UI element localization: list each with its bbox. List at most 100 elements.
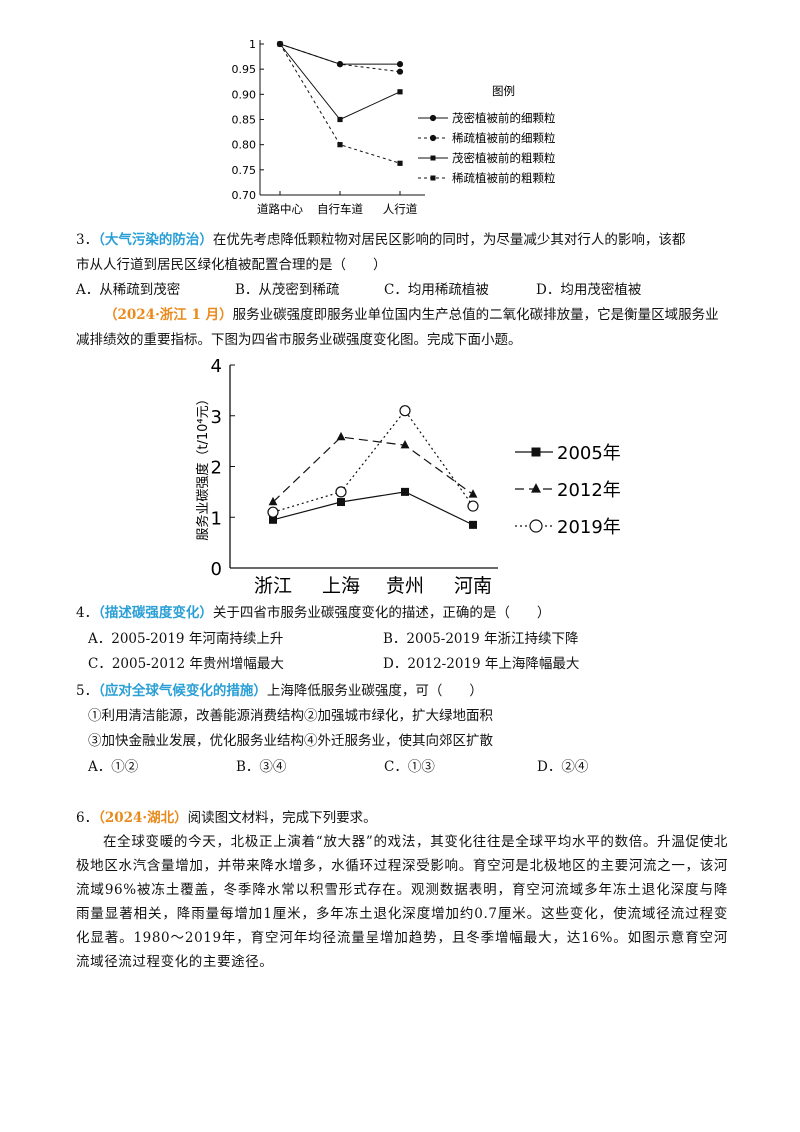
question-5-line: 5．（应对全球气候变化的措施）上海降低服务业碳强度，可（ ）	[76, 681, 483, 701]
data-point	[335, 486, 347, 498]
legend-label: 稀疏植被前的粗颗粒	[452, 171, 556, 185]
data-point	[397, 89, 403, 95]
intro-line1: （2024·浙江 1 月）服务业碳强度即服务业单位国内生产总值的二氧化碳排放量，…	[104, 305, 719, 325]
question-stem: 上海降低服务业碳强度，可（ ）	[266, 683, 483, 699]
data-point	[267, 506, 279, 518]
data-point	[531, 483, 541, 493]
option-d[interactable]: D．②④	[537, 759, 589, 775]
reading-material: 在全球变暖的今天，北极正上演着“放大器”的戏法，其变化往往是全球平均水平的数倍。…	[76, 830, 728, 974]
data-point	[337, 116, 343, 123]
y-tick-label: 4	[211, 356, 222, 377]
option-a[interactable]: A．①②	[88, 759, 139, 775]
data-point	[469, 520, 477, 529]
legend-label: 2012年	[557, 480, 621, 501]
chart1-y-axis: 0.70 0.75 0.80 0.85 0.90 0.95 1	[232, 38, 264, 202]
data-point	[337, 498, 345, 507]
series-line	[272, 436, 474, 503]
option-d[interactable]: D．均用茂密植被	[536, 282, 642, 298]
data-point	[336, 431, 346, 441]
chart1-series	[276, 40, 404, 166]
data-point	[467, 500, 479, 512]
legend-label: 茂密植被前的粗颗粒	[452, 151, 556, 165]
data-point	[268, 496, 278, 506]
question-stem: 在优先考虑降低颗粒物对居民区影响的同时，为尽量减少其对行人的影响，该都	[212, 232, 686, 248]
particle-line-chart: 0.70 0.75 0.80 0.85 0.90 0.95 1 道路中心 自行车道 人行道 图例…	[232, 38, 556, 216]
question-tag: （描述碳强度变化）	[98, 605, 213, 621]
data-point	[336, 61, 344, 68]
option-a[interactable]: A．2005-2019 年河南持续上升	[88, 631, 284, 647]
question-4-line: 4．（描述碳强度变化）关于四省市服务业碳强度变化的描述，正确的是（ ）	[76, 603, 550, 623]
x-tick-label: 河南	[454, 575, 492, 595]
legend-title: 图例	[492, 84, 515, 98]
question-stem: 关于四省市服务业碳强度变化的描述，正确的是（ ）	[212, 605, 551, 621]
chart1-x-axis: 道路中心 自行车道 人行道	[257, 191, 425, 216]
legend-label: 稀疏植被前的细颗粒	[452, 131, 556, 145]
data-point	[430, 155, 436, 161]
question-tag: （大气污染的防治）	[98, 232, 213, 248]
y-tick-label: 1	[211, 508, 222, 529]
legend-label: 2005年	[557, 443, 621, 464]
intro-text: 服务业碳强度即服务业单位国内生产总值的二氧化碳排放量，它是衡量区域服务业	[232, 307, 719, 323]
question-stem: 阅读图文材料，完成下列要求。	[187, 810, 377, 826]
reading-paragraph: 在全球变暖的今天，北极正上演着“放大器”的戏法，其变化往往是全球平均水平的数倍。…	[76, 834, 728, 970]
chart2-legend: 2005年 2012年 2019年	[515, 443, 621, 538]
y-tick-label: 1	[249, 38, 256, 51]
data-point	[277, 41, 283, 47]
data-point	[429, 134, 437, 142]
data-point	[468, 489, 478, 498]
option-c[interactable]: C．均用稀疏植被	[384, 282, 489, 298]
data-point	[396, 68, 404, 75]
option-d[interactable]: D．2012-2019 年上海降幅最大	[383, 656, 580, 672]
question-number: 5．	[76, 683, 99, 699]
option-b[interactable]: B．从茂密到稀疏	[235, 282, 340, 298]
data-point	[429, 114, 437, 122]
y-tick-label: 0	[211, 559, 222, 580]
series-line	[272, 491, 474, 526]
y-tick-label: 0.70	[232, 189, 257, 202]
series-line	[272, 409, 474, 513]
option-b[interactable]: B．③④	[236, 759, 287, 775]
data-point	[430, 175, 436, 181]
question-3-line2: 市从人行道到居民区绿化植被配置合理的是（ ）	[76, 257, 387, 273]
series-line	[279, 43, 401, 121]
chart2-x-axis: 浙江 上海 贵州 河南	[230, 567, 498, 595]
data-point	[397, 160, 403, 166]
chart2-series	[267, 405, 479, 529]
source-tag: （2024·湖北）	[98, 810, 188, 826]
x-tick-label: 自行车道	[317, 202, 363, 216]
legend-label: 2019年	[557, 517, 621, 538]
statement-line2: ③加快金融业发展，优化服务业结构④外迁服务业，使其向郊区扩散	[88, 733, 493, 749]
statement-line1: ①利用清洁能源，改善能源消费结构②加强城市绿化，扩大绿地面积	[88, 708, 493, 724]
y-tick-label: 0.80	[232, 139, 257, 152]
y-tick-label: 2	[211, 458, 222, 479]
data-point	[396, 61, 404, 68]
x-tick-label: 浙江	[254, 575, 292, 595]
data-point	[401, 487, 409, 496]
x-tick-label: 上海	[322, 575, 360, 595]
series-line	[279, 43, 401, 73]
legend-marker	[529, 519, 543, 533]
y-axis-label: 服务业碳强度（t/10⁴元）	[195, 392, 211, 540]
option-c[interactable]: C．①③	[384, 759, 435, 775]
data-point	[399, 405, 411, 417]
option-b[interactable]: B．2005-2019 年浙江持续下降	[383, 631, 579, 647]
data-point	[400, 439, 410, 449]
legend-label: 茂密植被前的细颗粒	[452, 111, 556, 125]
option-a[interactable]: A．从稀疏到茂密	[76, 282, 181, 298]
x-tick-label: 贵州	[386, 575, 424, 595]
question-number: 3．	[76, 232, 99, 248]
question-6-line: 6．（2024·湖北）阅读图文材料，完成下列要求。	[76, 808, 377, 828]
data-point	[531, 447, 541, 457]
question-number: 6．	[76, 810, 99, 826]
y-tick-label: 3	[211, 407, 222, 428]
data-point	[337, 142, 343, 148]
data-point	[269, 515, 277, 524]
question-3-line1: 3．（大气污染的防治）在优先考虑降低颗粒物对居民区影响的同时，为尽量减少其对行人…	[76, 230, 685, 250]
question-number: 4．	[76, 605, 99, 621]
y-tick-label: 0.90	[232, 88, 257, 101]
y-tick-label: 0.95	[232, 63, 257, 76]
option-c[interactable]: C．2005-2012 年贵州增幅最大	[88, 656, 284, 672]
